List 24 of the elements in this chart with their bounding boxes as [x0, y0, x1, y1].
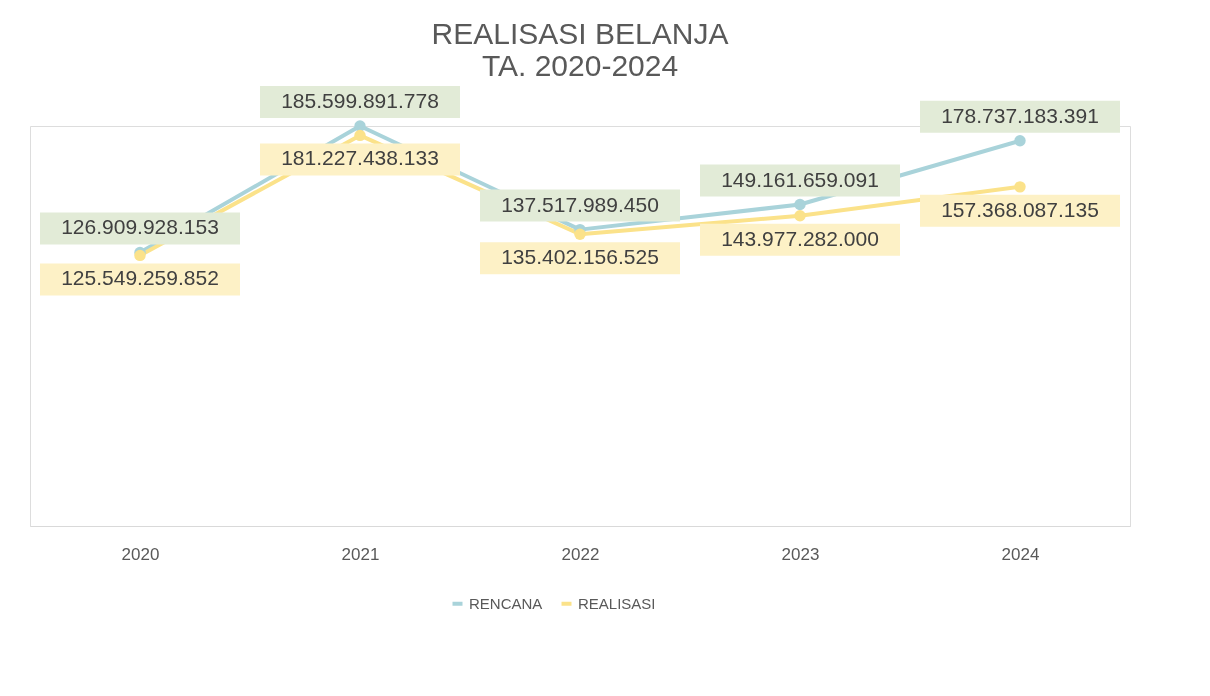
x-tick-label: 2021 [341, 544, 380, 564]
x-tick-label: 2020 [121, 544, 160, 564]
data-label: 126.909.928.153 [61, 215, 219, 239]
point [794, 210, 806, 222]
data-label: 149.161.659.091 [721, 167, 879, 191]
x-tick-label: 2024 [1001, 544, 1040, 564]
data-label: 178.737.183.391 [941, 103, 1099, 127]
data-label: 157.368.087.135 [941, 197, 1099, 221]
x-tick-label: 2023 [781, 544, 820, 564]
point [574, 228, 586, 240]
data-label: 125.549.259.852 [61, 266, 219, 290]
data-label: 143.977.282.000 [721, 226, 879, 250]
x-tick-label: 2022 [561, 544, 600, 564]
chart-title: REALISASI BELANJA TA. 2020-2024 [431, 17, 729, 82]
point [794, 198, 806, 211]
legend-label: RENCANA [469, 594, 543, 612]
legend-label: REALISASI [578, 594, 656, 612]
data-label: 185.599.891.778 [281, 89, 439, 112]
data-label: 135.402.156.525 [501, 245, 659, 269]
data-label: 181.227.438.133 [281, 146, 439, 170]
point [354, 129, 366, 142]
point [1014, 181, 1026, 193]
point [1014, 135, 1026, 147]
data-label: 137.517.989.450 [501, 192, 659, 216]
